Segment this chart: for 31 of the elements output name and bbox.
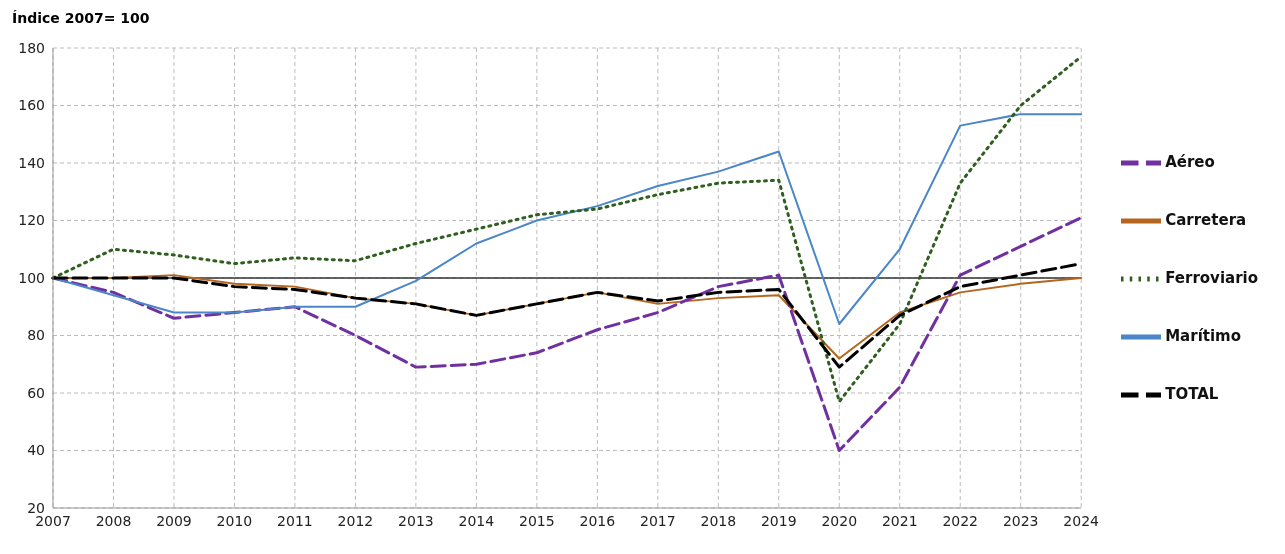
y-tick-label: 60: [27, 384, 45, 401]
x-tick-label: 2011: [277, 512, 313, 529]
y-tick-label: 120: [18, 212, 45, 229]
legend-label: Carretera: [1165, 211, 1247, 229]
x-tick-label: 2012: [337, 512, 374, 529]
x-tick-label: 2018: [700, 512, 737, 529]
y-tick-label: 140: [18, 154, 45, 171]
x-tick-label: 2022: [942, 512, 979, 529]
x-tick-label: 2010: [216, 512, 253, 529]
x-tick-label: 2009: [156, 512, 192, 529]
x-tick-label: 2017: [640, 512, 676, 529]
x-tick-label: 2023: [1002, 512, 1039, 529]
legend-label: TOTAL: [1165, 385, 1219, 403]
x-tick-label: 2024: [1063, 512, 1100, 529]
y-tick-label: 160: [18, 97, 45, 114]
y-tick-label: 80: [27, 327, 45, 344]
x-tick-label: 2014: [458, 512, 495, 529]
y-tick-label: 40: [27, 442, 45, 459]
x-tick-label: 2019: [760, 512, 797, 529]
legend-label: Marítimo: [1165, 327, 1242, 345]
legend-label: Ferroviario: [1165, 269, 1258, 287]
x-tick-label: 2015: [519, 512, 555, 529]
y-axis-title: Índice 2007= 100: [12, 10, 150, 26]
y-tick-label: 100: [18, 269, 45, 286]
x-tick-label: 2016: [579, 512, 616, 529]
legend-label: Aéreo: [1165, 153, 1215, 171]
x-tick-label: 2008: [95, 512, 132, 529]
y-tick-label: 180: [18, 39, 45, 56]
x-tick-label: 2020: [821, 512, 858, 529]
x-tick-label: 2013: [398, 512, 434, 529]
x-tick-label: 2021: [881, 512, 918, 529]
